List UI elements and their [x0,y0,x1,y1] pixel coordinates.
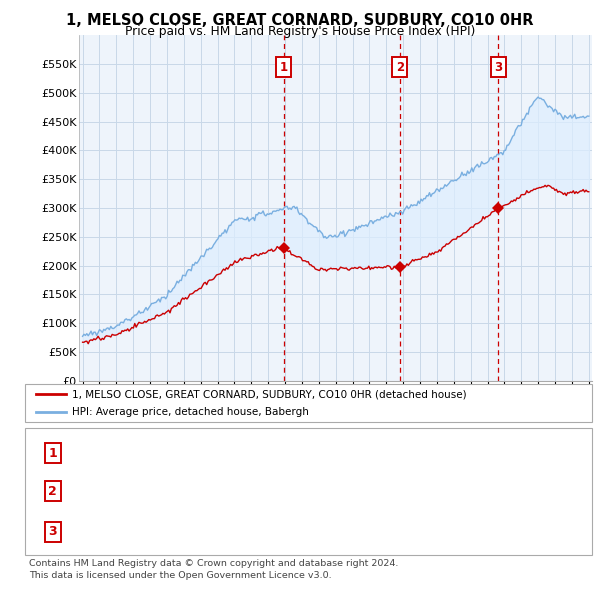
Text: Contains HM Land Registry data © Crown copyright and database right 2024.: Contains HM Land Registry data © Crown c… [29,559,398,568]
Text: 23-AUG-2019: 23-AUG-2019 [81,525,163,538]
Text: 32% ↓ HPI: 32% ↓ HPI [360,484,425,498]
Text: 1: 1 [49,447,57,460]
Text: £198,000: £198,000 [234,484,292,498]
Text: Price paid vs. HM Land Registry's House Price Index (HPI): Price paid vs. HM Land Registry's House … [125,25,475,38]
Text: This data is licensed under the Open Government Licence v3.0.: This data is licensed under the Open Gov… [29,571,331,580]
Text: 1, MELSO CLOSE, GREAT CORNARD, SUDBURY, CO10 0HR (detached house): 1, MELSO CLOSE, GREAT CORNARD, SUDBURY, … [72,389,467,399]
Text: £229,995: £229,995 [234,447,292,460]
Text: 2: 2 [49,484,57,498]
Text: 17% ↓ HPI: 17% ↓ HPI [360,447,425,460]
Text: HPI: Average price, detached house, Babergh: HPI: Average price, detached house, Babe… [72,407,309,417]
Text: 1: 1 [280,61,288,74]
Text: 2: 2 [395,61,404,74]
Text: 01-DEC-2006: 01-DEC-2006 [81,447,162,460]
Text: 29% ↓ HPI: 29% ↓ HPI [360,525,425,538]
Text: 3: 3 [49,525,57,538]
Text: 3: 3 [494,61,503,74]
Text: £300,000: £300,000 [234,525,292,538]
Text: 18-OCT-2013: 18-OCT-2013 [81,484,161,498]
Text: 1, MELSO CLOSE, GREAT CORNARD, SUDBURY, CO10 0HR: 1, MELSO CLOSE, GREAT CORNARD, SUDBURY, … [66,13,534,28]
